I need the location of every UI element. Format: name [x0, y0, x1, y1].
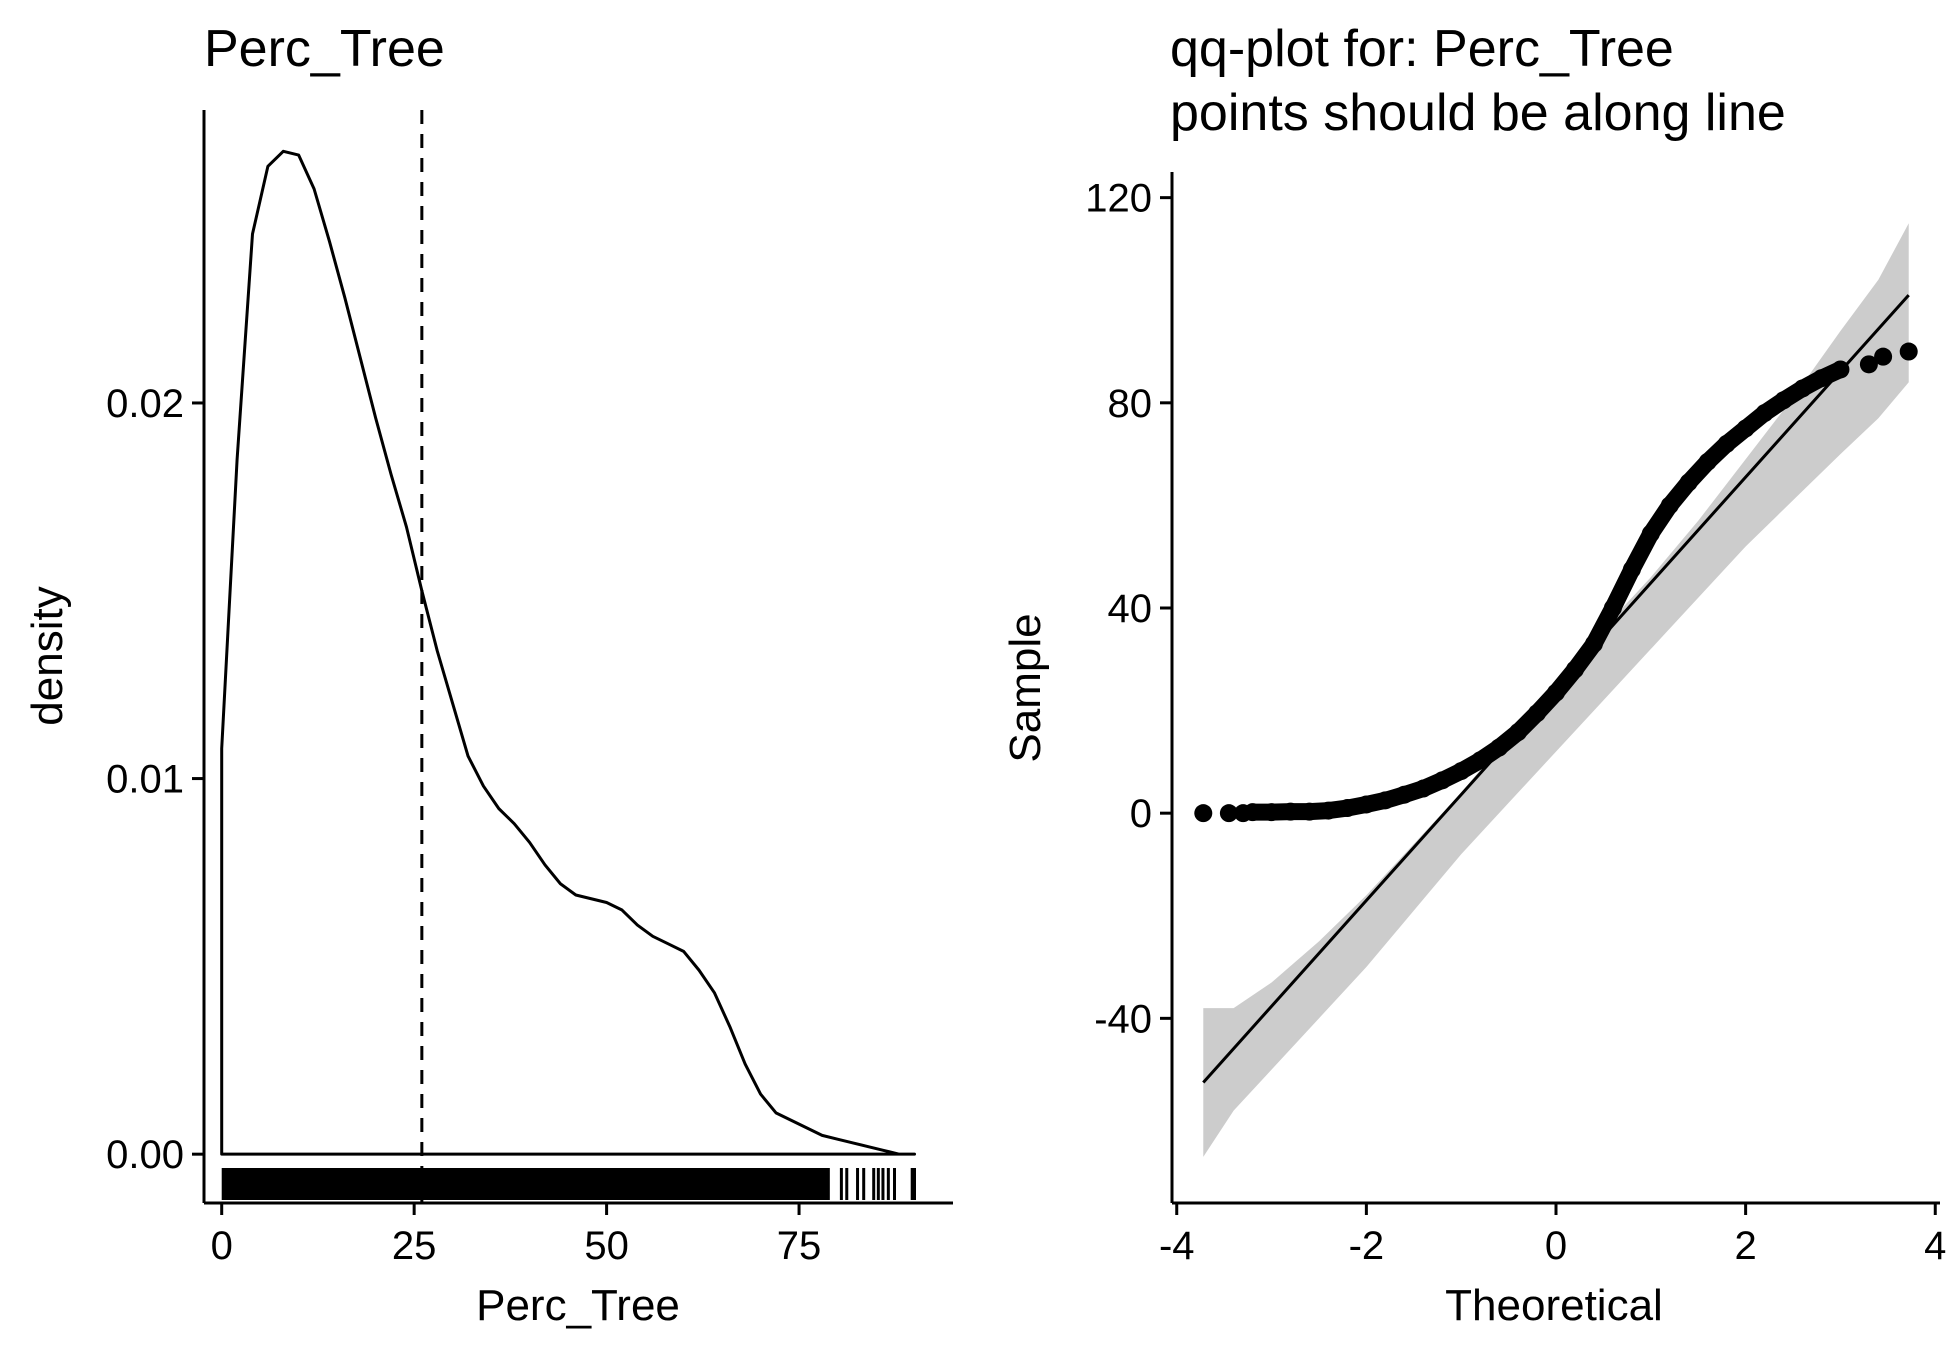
qq-x-tick-label: 0 [1545, 1224, 1567, 1268]
qq-y-tick-label: 80 [1108, 382, 1153, 426]
qq-point [1755, 404, 1774, 423]
density-x-axis-label: Perc_Tree [476, 1281, 680, 1330]
qq-plot-area [1194, 223, 1918, 1157]
density-rug-dense [221, 1168, 830, 1200]
density-ticks: 0 25 50 75 0.00 0.01 0.02 [106, 382, 821, 1268]
density-x-tick-label: 75 [777, 1224, 822, 1268]
density-panel: Perc_Tree 0 25 50 750.000.010.02 Perc_Tree … [23, 20, 953, 1330]
qq-x-tick-label: 4 [1924, 1224, 1946, 1268]
qq-point [1414, 779, 1433, 798]
qq-point [1433, 771, 1452, 790]
qq-point [1300, 802, 1319, 821]
qq-y-tick-label: 40 [1108, 587, 1153, 631]
qq-point [1376, 791, 1395, 810]
density-y-tick-label: 0.00 [106, 1133, 184, 1177]
qq-x-tick-label: -4 [1159, 1224, 1195, 1268]
qq-point-extreme [1219, 804, 1238, 823]
qq-y-tick-label: -40 [1094, 997, 1152, 1041]
density-x-tick-label: 25 [392, 1224, 437, 1268]
qq-y-axis-label: Sample [1001, 613, 1050, 762]
qq-x-axis-label: Theoretical [1445, 1281, 1663, 1330]
qq-x-tick-label: 2 [1735, 1224, 1757, 1268]
density-title: Perc_Tree [204, 20, 445, 78]
qq-point-extreme [1899, 342, 1918, 361]
qq-subtitle: points should be along line [1170, 84, 1786, 142]
qq-point [1319, 801, 1338, 820]
density-curve [220, 149, 917, 1156]
qq-point [1698, 452, 1717, 471]
qq-point-extreme [1194, 804, 1213, 823]
density-x-tick-label: 0 [211, 1224, 233, 1268]
qq-point [1717, 434, 1736, 453]
qq-point [1603, 598, 1622, 617]
qq-point [1660, 496, 1679, 515]
qq-point-extreme [1234, 804, 1253, 823]
density-y-tick-label: 0.02 [106, 382, 184, 426]
qq-point [1452, 762, 1471, 781]
qq-point [1679, 473, 1698, 492]
qq-point [1509, 723, 1528, 742]
qq-point [1584, 634, 1603, 653]
density-y-tick-label: 0.01 [106, 758, 184, 802]
qq-y-tick-label: 120 [1085, 177, 1152, 221]
density-plot-area [220, 110, 917, 1203]
qq-point-extreme [1859, 355, 1878, 374]
qq-point [1357, 795, 1376, 814]
qq-y-tick-label: 0 [1130, 792, 1152, 836]
density-y-axis-label: density [23, 586, 72, 725]
qq-point [1528, 704, 1547, 723]
qq-point [1565, 660, 1584, 679]
qq-point [1338, 799, 1357, 818]
qq-point [1547, 683, 1565, 702]
qq-point [1471, 751, 1490, 770]
qq-point [1262, 803, 1281, 822]
qq-point [1831, 360, 1850, 379]
qq-point [1793, 379, 1812, 398]
qq-point [1490, 738, 1509, 757]
qq-panel: qq-plot for: Perc_Tree points should be … [1001, 20, 1946, 1330]
density-x-tick-label: 50 [584, 1224, 629, 1268]
qq-point [1622, 560, 1641, 579]
qq-point [1281, 802, 1300, 821]
qq-point-extreme [1874, 347, 1893, 366]
qq-title: qq-plot for: Perc_Tree [1170, 20, 1674, 78]
qq-point [1812, 369, 1831, 388]
qq-x-tick-label: -2 [1349, 1224, 1385, 1268]
qq-ticks: -4 -2 0 2 4 -40 0 40 80 120 [1085, 177, 1946, 1268]
qq-point [1395, 785, 1414, 804]
qq-point [1736, 419, 1755, 438]
qq-point [1641, 524, 1660, 543]
qq-point [1774, 391, 1793, 410]
